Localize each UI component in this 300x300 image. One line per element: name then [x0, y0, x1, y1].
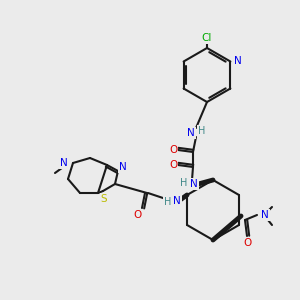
- Text: S: S: [101, 194, 107, 204]
- Text: O: O: [169, 145, 177, 155]
- Text: O: O: [169, 160, 177, 170]
- Text: N: N: [190, 179, 198, 189]
- Text: O: O: [169, 160, 177, 170]
- Text: N: N: [119, 162, 127, 172]
- Text: N: N: [261, 210, 269, 220]
- Text: N: N: [173, 196, 181, 206]
- Text: H: H: [180, 178, 188, 188]
- Text: O: O: [244, 238, 252, 248]
- Text: N: N: [261, 210, 269, 220]
- Text: N: N: [233, 56, 241, 67]
- Text: H: H: [180, 178, 188, 188]
- Text: N: N: [119, 162, 127, 172]
- Text: O: O: [134, 210, 142, 220]
- Text: S: S: [101, 194, 107, 204]
- Text: N: N: [187, 128, 195, 138]
- Text: H: H: [198, 126, 206, 136]
- Text: H: H: [164, 197, 172, 207]
- Text: O: O: [134, 210, 142, 220]
- Text: H: H: [164, 197, 172, 207]
- Text: N: N: [173, 196, 181, 206]
- Text: O: O: [244, 238, 252, 248]
- Text: H: H: [198, 126, 206, 136]
- Text: N: N: [190, 179, 198, 189]
- Text: N: N: [60, 158, 68, 168]
- Text: N: N: [233, 56, 241, 67]
- Text: Cl: Cl: [202, 33, 212, 43]
- Text: N: N: [60, 158, 68, 168]
- Text: O: O: [169, 145, 177, 155]
- Text: Cl: Cl: [202, 33, 212, 43]
- Text: N: N: [187, 128, 195, 138]
